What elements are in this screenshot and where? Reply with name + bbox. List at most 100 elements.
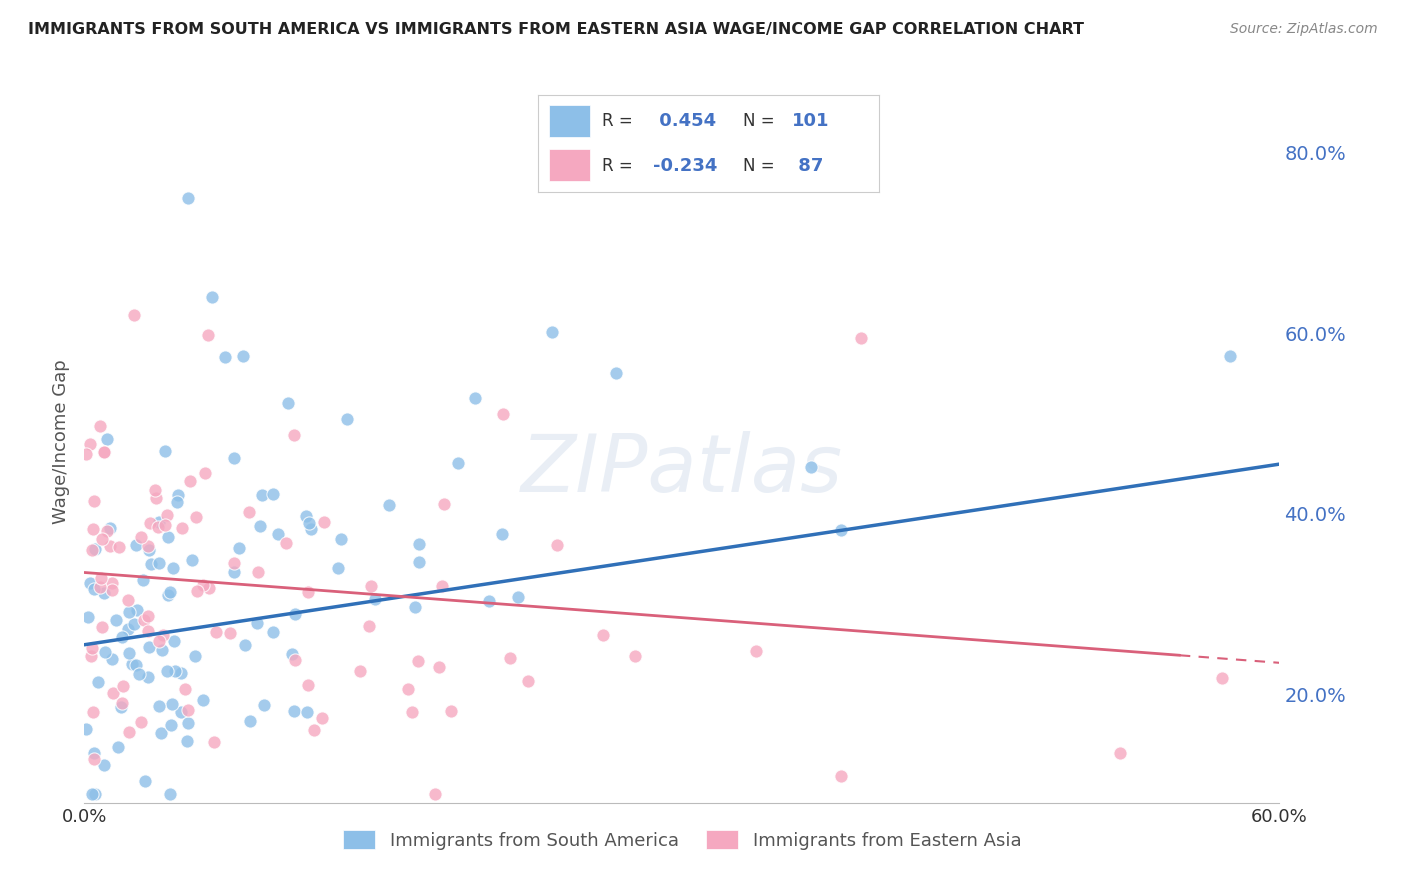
Point xyxy=(423,787,446,801)
Point xyxy=(111,630,134,644)
Point xyxy=(128,666,150,681)
Point xyxy=(492,408,515,422)
Point xyxy=(93,758,115,772)
Point xyxy=(228,541,250,556)
Point xyxy=(202,735,225,749)
Point xyxy=(79,437,101,451)
Point xyxy=(179,475,201,489)
Point xyxy=(93,444,115,458)
Point xyxy=(246,616,269,631)
Point xyxy=(283,427,305,442)
Point xyxy=(298,516,321,530)
Point xyxy=(129,715,152,730)
Point xyxy=(184,648,207,663)
Text: ZIPatlas: ZIPatlas xyxy=(520,432,844,509)
Point xyxy=(156,508,179,522)
Point xyxy=(91,620,114,634)
Point xyxy=(82,522,104,536)
Point xyxy=(148,516,170,530)
Point xyxy=(89,419,111,434)
Point xyxy=(177,716,200,731)
Point xyxy=(87,674,110,689)
Point xyxy=(299,523,322,537)
Point xyxy=(157,588,180,602)
Point xyxy=(1109,746,1132,760)
Point xyxy=(295,508,318,523)
Point xyxy=(138,640,160,655)
Point xyxy=(163,634,186,648)
Point xyxy=(326,561,349,575)
Point xyxy=(201,290,224,304)
Point xyxy=(94,645,117,659)
Point xyxy=(478,593,501,607)
Point xyxy=(404,600,426,615)
Point xyxy=(83,746,105,760)
Point xyxy=(141,558,163,572)
Point xyxy=(166,494,188,508)
Point xyxy=(145,491,167,505)
Point xyxy=(110,699,132,714)
Point xyxy=(160,718,183,732)
Point xyxy=(605,366,627,380)
Point xyxy=(408,555,430,569)
Y-axis label: Wage/Income Gap: Wage/Income Gap xyxy=(52,359,70,524)
Point xyxy=(93,586,115,600)
Point xyxy=(79,575,101,590)
Point xyxy=(283,705,305,719)
Point xyxy=(98,539,121,553)
Point xyxy=(125,538,148,552)
Point xyxy=(252,698,274,712)
Point xyxy=(624,648,647,663)
Point xyxy=(107,739,129,754)
Point xyxy=(239,714,262,728)
Point xyxy=(233,638,256,652)
Point xyxy=(101,686,124,700)
Point xyxy=(262,625,284,640)
Point xyxy=(540,325,562,339)
Point xyxy=(90,571,112,585)
Point xyxy=(80,648,103,663)
Point xyxy=(186,509,208,524)
Point xyxy=(191,692,214,706)
Point xyxy=(204,625,226,640)
Point xyxy=(148,698,170,713)
Point xyxy=(80,543,103,558)
Point xyxy=(336,411,359,425)
Point xyxy=(281,648,304,662)
Point xyxy=(427,659,450,673)
Point xyxy=(186,584,208,599)
Point xyxy=(138,543,160,558)
Point xyxy=(136,609,159,624)
Point xyxy=(148,633,170,648)
Point xyxy=(159,585,181,599)
Point xyxy=(274,536,297,550)
Point xyxy=(191,578,214,592)
Text: IMMIGRANTS FROM SOUTH AMERICA VS IMMIGRANTS FROM EASTERN ASIA WAGE/INCOME GAP CO: IMMIGRANTS FROM SOUTH AMERICA VS IMMIGRA… xyxy=(28,22,1084,37)
Point xyxy=(302,723,325,737)
Point xyxy=(82,641,104,656)
Point xyxy=(224,565,246,579)
Point xyxy=(401,705,423,719)
Point xyxy=(359,619,381,633)
Point xyxy=(136,539,159,553)
Point xyxy=(101,583,124,598)
Point xyxy=(82,705,104,719)
Point xyxy=(156,665,179,679)
Point xyxy=(1211,671,1233,685)
Point xyxy=(89,580,111,594)
Point xyxy=(157,530,180,544)
Point xyxy=(267,526,290,541)
Point xyxy=(121,657,143,672)
Point xyxy=(249,519,271,533)
Point xyxy=(491,527,513,541)
Point xyxy=(125,603,148,617)
Point xyxy=(194,467,217,481)
Point xyxy=(152,628,174,642)
Point xyxy=(75,447,97,461)
Point xyxy=(406,654,429,668)
Point xyxy=(90,533,112,547)
Point xyxy=(80,787,103,801)
Point xyxy=(218,626,240,640)
Point xyxy=(162,698,184,712)
Point xyxy=(163,664,186,678)
